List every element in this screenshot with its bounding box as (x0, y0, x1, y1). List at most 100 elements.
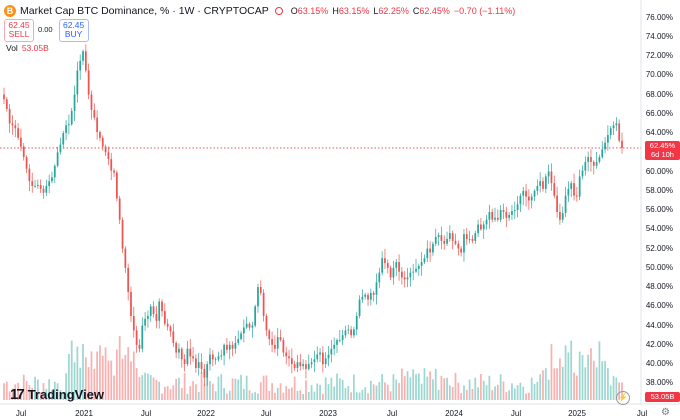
volume-bar (271, 383, 273, 400)
volume-bar (42, 383, 45, 400)
candle-body (288, 356, 290, 359)
y-tick-label: 76.00% (645, 12, 673, 22)
volume-bar (530, 377, 533, 400)
volume-bar (8, 391, 11, 400)
volume-bar (590, 348, 592, 400)
volume-bar (79, 367, 82, 400)
y-tick-label: 70.00% (645, 70, 673, 80)
volume-bar (147, 373, 149, 400)
buy-button[interactable]: 62.45 BUY (58, 19, 89, 42)
candle-body (169, 326, 172, 332)
volume-bar (127, 347, 130, 400)
volume-bar (401, 368, 403, 400)
volume-bar (556, 368, 558, 400)
volume-bar (454, 372, 457, 400)
volume-bar (468, 379, 471, 400)
candle-body (155, 314, 158, 321)
candle-body (465, 234, 468, 239)
bar-countdown: 6d 10h (651, 150, 674, 159)
volume-bar (14, 384, 17, 400)
candle-body (316, 354, 319, 360)
volume-bar (305, 380, 307, 400)
volume-bar (420, 383, 423, 400)
candle-body (121, 219, 124, 249)
x-tick-label: 2023 (319, 409, 337, 418)
candle-body (226, 344, 228, 350)
volume-bar (369, 380, 372, 400)
volume-bar (443, 378, 446, 400)
candle-body (544, 176, 547, 189)
lightning-icon[interactable]: ⚡ (616, 391, 630, 405)
volume-bar (592, 360, 595, 400)
symbol-title[interactable]: Market Cap BTC Dominance, % · 1W · CRYPT… (20, 5, 269, 17)
candle-body (110, 159, 113, 171)
volume-bar (409, 377, 412, 400)
candle-body (525, 190, 527, 197)
volume-bar (282, 392, 285, 400)
volume-bar (607, 368, 609, 400)
volume-bar (186, 393, 189, 400)
candle-body (214, 359, 217, 361)
volume-bar (316, 383, 319, 400)
volume-bar (56, 383, 59, 400)
volume-bar (559, 358, 561, 400)
candle-body (429, 248, 431, 253)
candle-body (242, 327, 245, 334)
x-tick-label: 2024 (445, 409, 463, 418)
volume-bar (217, 376, 220, 400)
y-tick-label: 66.00% (645, 108, 673, 118)
volume-bar (302, 393, 304, 400)
volume-bar (440, 375, 443, 400)
volume-bar (11, 388, 14, 400)
volume-bar (488, 375, 491, 400)
volume-bar (62, 392, 65, 400)
volume-bar (499, 374, 502, 400)
candle-body (228, 344, 231, 350)
x-tick-label: Jul (510, 409, 522, 418)
candle-body (305, 364, 307, 369)
volume-bar (192, 381, 194, 400)
last-price-tag: 62.45% 6d 10h (645, 141, 680, 160)
volume-bar (544, 368, 547, 400)
tradingview-logo[interactable]: 17 TradingView (10, 386, 104, 403)
candle-body (299, 362, 302, 367)
volume-bar (107, 360, 110, 400)
volume-legend[interactable]: Vol 53.05B (6, 43, 49, 53)
candle-body (561, 212, 564, 220)
candle-body (73, 94, 76, 111)
candle-body (460, 248, 463, 253)
candle-body (364, 294, 367, 297)
volume-bar (460, 393, 463, 400)
candle-body (245, 323, 248, 328)
volume-bar (265, 375, 268, 400)
volume-bar (491, 390, 494, 400)
candle-body (615, 123, 618, 126)
candle-body (401, 271, 403, 278)
volume-bar (70, 340, 73, 400)
candle-body (494, 217, 496, 220)
candle-body (322, 352, 324, 365)
candle-body (516, 204, 519, 211)
volume-bar (231, 378, 234, 400)
candle-body (621, 140, 623, 148)
gear-icon[interactable]: ⚙ (661, 407, 670, 418)
candle-body (59, 144, 62, 153)
volume-bar (96, 351, 98, 400)
volume-value: 53.05B (21, 43, 49, 53)
candle-body (567, 188, 570, 196)
x-tick-label: Jul (15, 409, 27, 418)
candle-body (149, 306, 152, 316)
volume-bar (84, 357, 87, 400)
candle-body (550, 171, 553, 184)
volume-bar (183, 372, 186, 400)
volume-bar (525, 393, 527, 400)
candle-body (147, 315, 149, 319)
sell-button[interactable]: 62.45 SELL (4, 19, 34, 42)
volume-bar (417, 373, 420, 400)
candle-body (575, 195, 578, 197)
y-tick-label: 54.00% (645, 224, 673, 234)
volume-bar (539, 374, 542, 400)
volume-bar (87, 367, 90, 400)
volume-bar (595, 367, 598, 400)
